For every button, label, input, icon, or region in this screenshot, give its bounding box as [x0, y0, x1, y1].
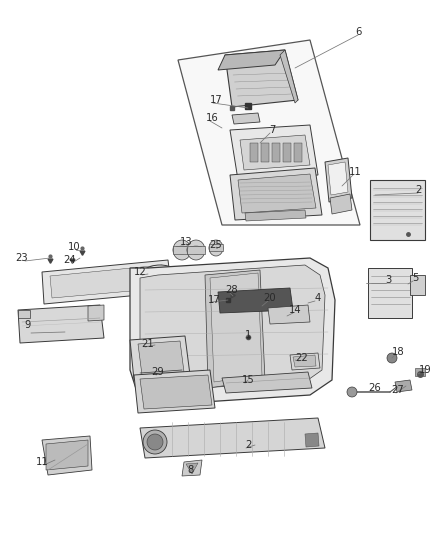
Polygon shape [250, 143, 258, 162]
Polygon shape [138, 341, 184, 375]
Polygon shape [210, 273, 262, 382]
Text: 15: 15 [242, 375, 254, 385]
Polygon shape [140, 418, 325, 458]
Polygon shape [230, 168, 322, 220]
Polygon shape [328, 162, 348, 195]
Bar [187, 246, 205, 254]
Bar [209, 244, 223, 251]
Ellipse shape [173, 246, 191, 254]
Text: 11: 11 [35, 457, 48, 467]
Text: 16: 16 [205, 113, 219, 123]
Text: 19: 19 [419, 365, 431, 375]
Polygon shape [294, 143, 302, 162]
Text: 4: 4 [315, 293, 321, 303]
Polygon shape [305, 298, 314, 310]
Polygon shape [268, 305, 310, 324]
Polygon shape [218, 50, 285, 70]
Polygon shape [42, 436, 92, 475]
Text: 8: 8 [187, 465, 193, 475]
Polygon shape [205, 270, 265, 388]
Text: 3: 3 [385, 275, 391, 285]
Text: 11: 11 [349, 167, 361, 177]
Text: 28: 28 [226, 285, 238, 295]
Ellipse shape [187, 246, 205, 254]
Polygon shape [50, 265, 165, 298]
Ellipse shape [387, 353, 397, 363]
Ellipse shape [138, 265, 182, 295]
Polygon shape [290, 353, 320, 370]
Text: 26: 26 [369, 383, 381, 393]
Text: 13: 13 [180, 237, 192, 247]
Text: 17: 17 [208, 295, 220, 305]
Polygon shape [415, 368, 425, 376]
Polygon shape [18, 305, 104, 343]
Text: 23: 23 [16, 253, 28, 263]
Polygon shape [232, 113, 260, 124]
Text: 25: 25 [210, 240, 223, 250]
Text: 22: 22 [296, 353, 308, 363]
Polygon shape [222, 372, 312, 393]
Polygon shape [280, 50, 298, 103]
Text: 7: 7 [269, 125, 275, 135]
Bar [173, 246, 191, 254]
Text: 2: 2 [245, 440, 251, 450]
Text: 24: 24 [64, 255, 76, 265]
Ellipse shape [147, 434, 163, 450]
Text: 1: 1 [245, 330, 251, 340]
Ellipse shape [347, 387, 357, 397]
Text: 14: 14 [289, 305, 301, 315]
Text: 6: 6 [355, 27, 361, 37]
Polygon shape [218, 288, 293, 313]
Polygon shape [186, 463, 198, 474]
Polygon shape [305, 433, 319, 447]
Polygon shape [303, 296, 316, 312]
Ellipse shape [209, 240, 223, 256]
Polygon shape [42, 260, 172, 304]
Polygon shape [325, 158, 352, 202]
Text: 5: 5 [412, 273, 418, 283]
Polygon shape [140, 265, 325, 390]
Polygon shape [368, 268, 412, 318]
Polygon shape [178, 40, 360, 225]
Polygon shape [330, 194, 352, 214]
Polygon shape [238, 174, 316, 213]
Polygon shape [245, 210, 306, 221]
Text: 20: 20 [264, 293, 276, 303]
Polygon shape [140, 375, 212, 409]
Ellipse shape [143, 430, 167, 454]
Polygon shape [272, 143, 280, 162]
Ellipse shape [209, 245, 223, 251]
Polygon shape [225, 50, 298, 107]
Text: 29: 29 [152, 367, 164, 377]
Ellipse shape [173, 240, 191, 260]
Polygon shape [230, 125, 318, 180]
Text: 9: 9 [25, 320, 31, 330]
Polygon shape [18, 310, 30, 318]
Text: 21: 21 [141, 339, 154, 349]
Text: 2: 2 [415, 185, 421, 195]
Polygon shape [240, 135, 310, 170]
Text: 18: 18 [392, 347, 404, 357]
Polygon shape [293, 355, 316, 367]
Polygon shape [46, 440, 88, 470]
Polygon shape [88, 305, 104, 321]
Polygon shape [130, 258, 335, 405]
Text: 12: 12 [134, 267, 146, 277]
Polygon shape [130, 336, 190, 380]
Polygon shape [182, 460, 202, 476]
Ellipse shape [187, 240, 205, 260]
Polygon shape [261, 143, 269, 162]
Polygon shape [410, 275, 425, 295]
Polygon shape [370, 180, 425, 240]
Ellipse shape [142, 269, 178, 291]
Polygon shape [134, 370, 215, 413]
Text: 27: 27 [392, 385, 404, 395]
Polygon shape [283, 143, 291, 162]
Text: 17: 17 [210, 95, 223, 105]
Polygon shape [395, 380, 412, 392]
Text: 10: 10 [68, 242, 80, 252]
